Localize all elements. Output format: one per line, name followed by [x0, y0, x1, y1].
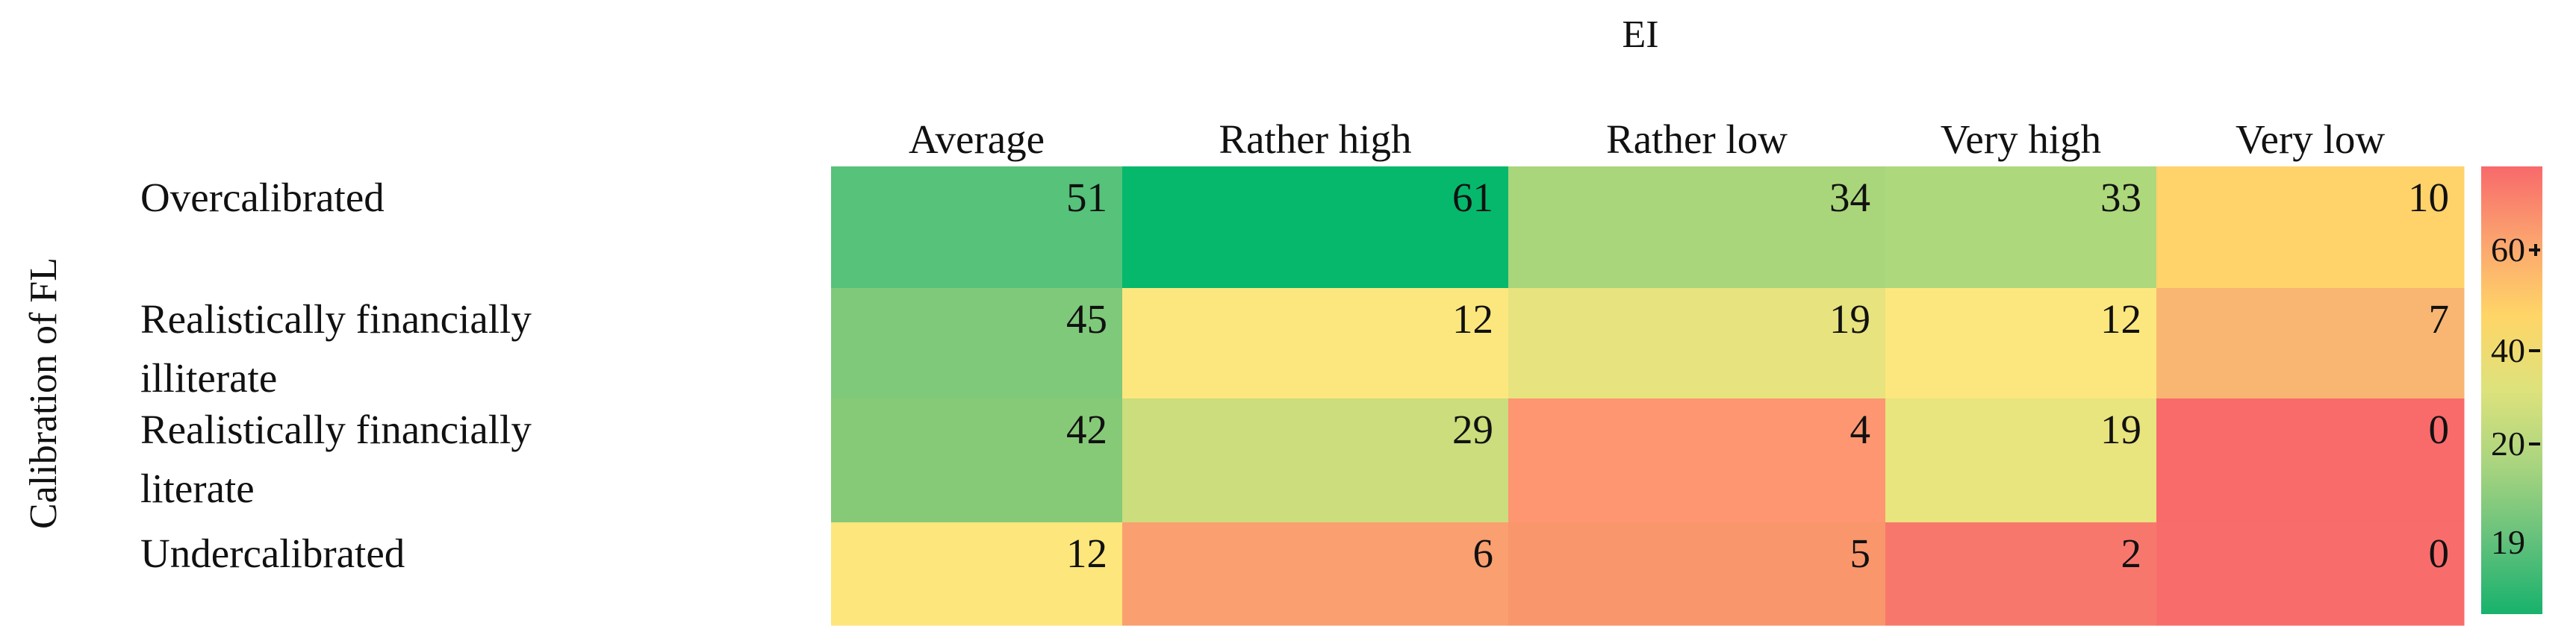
- heatmap-cell: [1885, 522, 2157, 626]
- column-header: Very low: [2236, 116, 2385, 162]
- heatmap-cell: [831, 522, 1123, 626]
- cell-value-label: 33: [2100, 175, 2141, 220]
- heatmap-cell: [1122, 166, 1509, 289]
- cell-value-label: 12: [2100, 296, 2141, 342]
- y-axis-label: Calibration of FL: [22, 257, 65, 529]
- row-labels: Overcalibrated Realistically financially i…: [140, 175, 532, 576]
- heatmap-cell: [1508, 166, 1886, 289]
- row-label: Realistically financially: [140, 296, 532, 342]
- column-header: Average: [909, 116, 1045, 162]
- column-headers: Average Rather high Rather low Very high Ver…: [909, 116, 2385, 162]
- heatmap-cell: [831, 398, 1123, 523]
- heatmap-cell: [1508, 522, 1886, 626]
- legend-tick-label: 40: [2491, 331, 2525, 369]
- heatmap-cell: [1508, 398, 1886, 523]
- heatmap-cell: [2156, 398, 2465, 523]
- cell-value-label: 5: [1850, 531, 1871, 576]
- cell-value-label: 42: [1066, 407, 1107, 452]
- heatmap-cell: [831, 166, 1123, 289]
- column-header: Rather low: [1606, 116, 1788, 162]
- row-label: Realistically financially: [140, 407, 532, 452]
- cell-value-label: 4: [1850, 407, 1871, 452]
- legend-tick-label: 20: [2491, 425, 2525, 463]
- cell-value-label: 19: [2100, 407, 2141, 452]
- heatmap-cell: [1122, 522, 1509, 626]
- legend-gradient-bar: [2481, 166, 2542, 614]
- cell-value-label: 45: [1066, 296, 1107, 342]
- cell-value-label: 10: [2408, 175, 2449, 220]
- chart-title: EI: [1622, 13, 1658, 56]
- row-label: literate: [140, 466, 255, 511]
- heatmap-cell: [2156, 288, 2465, 399]
- row-label: illiterate: [140, 355, 277, 401]
- cell-value-label: 0: [2429, 531, 2450, 576]
- heatmap-cell: [1885, 288, 2157, 399]
- row-label: Undercalibrated: [140, 531, 405, 576]
- cell-value-label: 29: [1452, 407, 1493, 452]
- cell-value-label: 12: [1452, 296, 1493, 342]
- color-scale-legend: 60 40 20 19: [2481, 166, 2542, 614]
- cell-value-label: 6: [1473, 531, 1494, 576]
- heatmap-cell: [1885, 398, 2157, 523]
- cell-value-label: 2: [2121, 531, 2142, 576]
- cell-value-label: 51: [1066, 175, 1107, 220]
- heatmap-cell: [1508, 288, 1886, 399]
- heatmap-cell: [831, 288, 1123, 399]
- heatmap-cells: 51 61 34 33 10 45 12 19 12 7 42 29 4 19 0 12 6 5 2 0: [831, 166, 2465, 626]
- cell-value-label: 0: [2429, 407, 2450, 452]
- column-header: Rather high: [1219, 116, 1411, 162]
- heatmap-cell: [1122, 398, 1509, 523]
- heatmap-cell: [2156, 522, 2465, 626]
- cell-value-label: 61: [1452, 175, 1493, 220]
- heatmap-cell: [1122, 288, 1509, 399]
- cell-value-label: 34: [1829, 175, 1870, 220]
- cell-value-label: 19: [1829, 296, 1870, 342]
- column-header: Very high: [1941, 116, 2101, 162]
- legend-tick-label: 60: [2491, 231, 2525, 269]
- legend-tick-label: 19: [2491, 523, 2525, 561]
- cell-value-label: 7: [2429, 296, 2450, 342]
- cell-value-label: 12: [1066, 531, 1107, 576]
- heatmap-cell: [2156, 166, 2465, 289]
- row-label: Overcalibrated: [140, 175, 385, 220]
- heatmap-cell: [1885, 166, 2157, 289]
